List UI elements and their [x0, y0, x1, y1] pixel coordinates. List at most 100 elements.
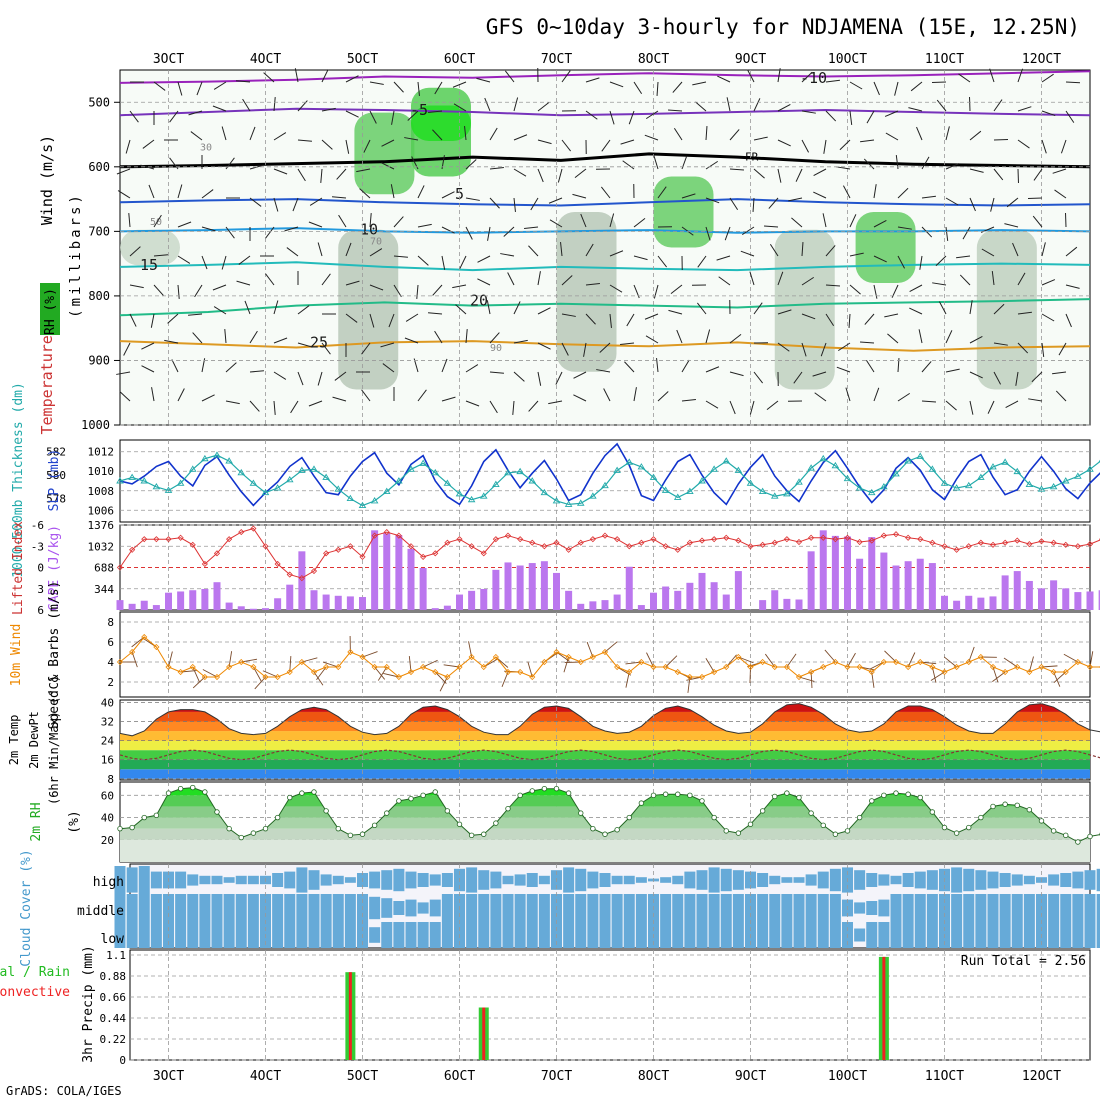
isotherm-label-4: 15: [140, 256, 158, 274]
rh-shade-3: [411, 105, 471, 141]
slp-tick-label-0: 1006: [88, 504, 115, 517]
rh-shade-7: [855, 212, 916, 283]
upper-barb-156: [434, 81, 443, 95]
wind10m-grid: 2 4 6 8: [107, 612, 1090, 697]
rh2m-point-7: [202, 789, 208, 795]
upper-barb-272: [644, 313, 659, 320]
thickness-point-13: [273, 484, 282, 491]
upper-barb-232: [572, 193, 587, 199]
upper-barb-81: [273, 337, 288, 344]
upper-barb-378: [873, 255, 887, 263]
cloud-high-bar-43: [635, 877, 647, 883]
wind10m-point-55: [783, 663, 790, 671]
upper-barb-478: [1052, 371, 1067, 375]
rh2m-point-58: [820, 822, 826, 829]
upper-barb-57: [224, 329, 227, 344]
upper-barb-200: [513, 301, 521, 315]
upper-barb-409: [936, 99, 947, 112]
li-point-53: [759, 541, 766, 548]
cape-li-panel: 344 688 1032 1376 -6 -3 0 3 6 Lifted Index CAPE …: [11, 519, 1100, 617]
cloud-low-bar-78: [1060, 922, 1072, 948]
upper-barb-388: [897, 187, 909, 199]
wind10m-point-56: [795, 673, 803, 681]
upper-barb-422: [969, 130, 982, 141]
wind10m-point-57: [808, 668, 815, 676]
upper-barb-169: [453, 103, 467, 112]
cape-bar-61: [856, 558, 864, 610]
thickness-point-23: [395, 477, 403, 484]
cloud-middle-bar-34: [526, 894, 538, 922]
li-point-36: [553, 539, 560, 546]
cape-bar-9: [225, 602, 233, 610]
upper-barb-151: [416, 284, 419, 299]
upper-barb-450: [1012, 242, 1019, 257]
upper-barb-175: [452, 284, 467, 289]
cape-bar-49: [710, 582, 718, 610]
cloud-middle-bar-61: [854, 902, 866, 914]
upper-barb-345: [801, 342, 807, 357]
upper-barb-444: [1017, 68, 1024, 83]
thickness-point-69: [952, 484, 961, 491]
upper-barb-270: [657, 255, 668, 268]
wind10m-barb-50: [725, 654, 737, 668]
upper-barb-463: [1041, 279, 1056, 286]
upper-barb-311: [729, 400, 736, 415]
cloud-middle-bar-30: [478, 894, 490, 922]
wind10m-barb-37: [563, 656, 570, 673]
rh2m-point-49: [711, 814, 717, 821]
upper-barb-190: [489, 371, 504, 374]
li-point-44: [650, 536, 657, 543]
cape-bar-16: [310, 590, 318, 610]
cape-bar-2: [140, 600, 148, 610]
thickness-point-72: [989, 463, 997, 470]
li-point-7: [201, 560, 208, 568]
upper-barb-318: [740, 250, 755, 257]
cloud-low-bar-34: [526, 922, 538, 948]
upper-barb-360: [849, 81, 863, 90]
minmax-label: (6hr Min/Max) (°C): [47, 675, 61, 805]
temp-tick-label-3: 32: [101, 715, 114, 728]
cloud-middle-bar-11: [247, 894, 259, 922]
rh2m-point-69: [953, 830, 960, 836]
upper-barb-24: [177, 81, 183, 96]
upper-barb-113: [338, 214, 347, 228]
upper-barb-123: [356, 168, 371, 173]
li-point-59: [832, 536, 839, 543]
wind10m-point-37: [565, 653, 572, 661]
upper-barb-432: [989, 68, 995, 83]
cape-bar-36: [553, 572, 560, 610]
wind10m-barb-72: [992, 666, 999, 683]
upper-barb-361: [849, 110, 853, 125]
wind10m-barb-15: [301, 657, 318, 663]
cloud-middle-bar-15: [296, 894, 308, 922]
isotherm-label-5: 20: [470, 292, 488, 310]
upper-barb-317: [741, 226, 755, 236]
cloud-low-bar-9: [223, 922, 235, 948]
thickness-point-39: [589, 492, 597, 499]
cape-bar-70: [965, 595, 973, 610]
rh2m-point-73: [1002, 801, 1008, 807]
wind10m-barb-64: [884, 650, 897, 663]
cloud-low-bar-23: [393, 922, 405, 948]
cloud-middle-bar-74: [1011, 894, 1023, 922]
wind10m-point-80: [1086, 663, 1094, 671]
upper-barb-433: [993, 99, 1003, 112]
rh2m-point-71: [978, 814, 984, 821]
li-point-16: [310, 567, 318, 575]
rh2m-point-43: [638, 800, 645, 806]
li-point-51: [735, 537, 742, 544]
upper-barb-172: [465, 197, 480, 201]
rh2m-point-42: [626, 814, 632, 821]
rh2m-point-4: [165, 790, 172, 796]
upper-barb-398: [916, 126, 923, 141]
cloud-high-bar-64: [890, 875, 902, 885]
upper-barb-439: [991, 271, 995, 286]
cloud-middle-bar-56: [793, 894, 805, 922]
upper-barb-80: [273, 300, 279, 315]
li-point-27: [444, 539, 451, 546]
upper-barb-417: [945, 330, 953, 344]
cape-bar-32: [504, 562, 512, 610]
upper-barb-197: [503, 226, 515, 237]
upper-barb-109: [345, 110, 359, 118]
rh2m-point-31: [493, 820, 499, 826]
